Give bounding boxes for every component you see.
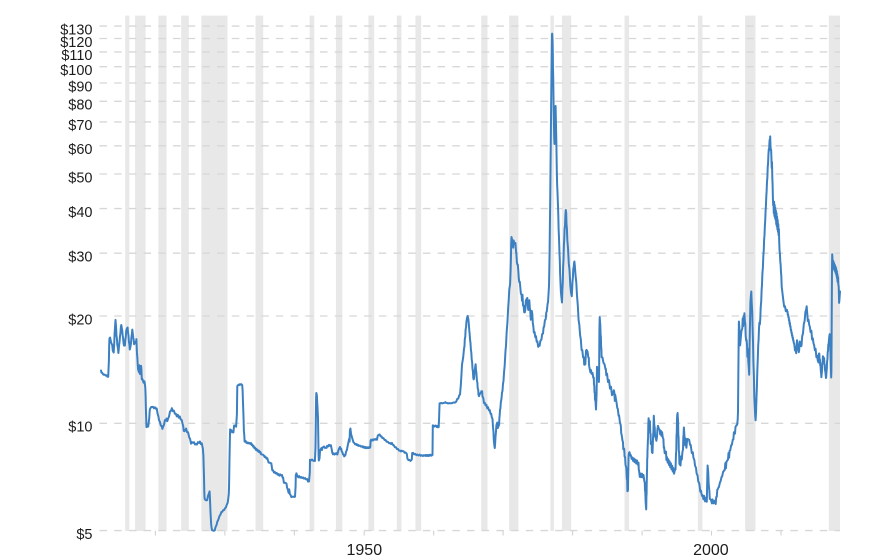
svg-text:$20: $20	[68, 312, 92, 328]
svg-text:$40: $40	[68, 205, 92, 221]
svg-text:$50: $50	[68, 170, 92, 186]
svg-text:$90: $90	[68, 79, 92, 95]
svg-text:1950: 1950	[347, 542, 383, 559]
svg-text:2000: 2000	[693, 542, 729, 559]
svg-text:$5: $5	[76, 527, 92, 543]
svg-text:$120: $120	[60, 35, 92, 51]
svg-text:$10: $10	[68, 420, 92, 436]
svg-text:$100: $100	[60, 63, 92, 79]
svg-text:$110: $110	[61, 48, 92, 64]
svg-text:$80: $80	[68, 98, 92, 114]
svg-text:$130: $130	[60, 22, 92, 38]
svg-text:$30: $30	[68, 250, 92, 266]
svg-text:$60: $60	[68, 142, 92, 158]
svg-text:$70: $70	[68, 118, 92, 134]
